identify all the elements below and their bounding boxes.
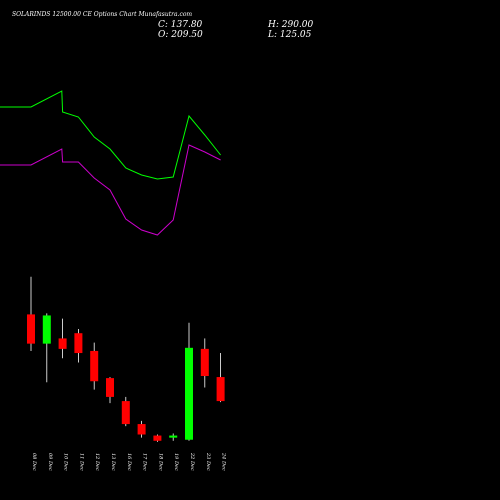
high-label: H: 290.00 — [267, 20, 314, 30]
lower-band-line — [0, 144, 221, 236]
x-tick-label: 19 Dec — [173, 453, 179, 471]
x-tick-label: 16 Dec — [126, 453, 132, 471]
x-tick-label: 18 Dec — [157, 453, 163, 471]
upper-band-line — [0, 90, 221, 180]
candle-body — [137, 424, 146, 435]
candle-body — [185, 347, 193, 440]
candle-body — [74, 333, 83, 354]
candle-body — [42, 315, 51, 344]
candles — [27, 276, 225, 442]
x-tick-label: 10 Dec — [63, 453, 69, 471]
candle-body — [90, 350, 99, 382]
candle-body — [121, 401, 130, 425]
x-tick-label: 13 Dec — [110, 453, 116, 471]
close-label: C: 137.80 — [158, 20, 203, 30]
x-tick-label: 12 Dec — [94, 453, 100, 471]
x-tick-label: 23 Dec — [205, 452, 211, 471]
x-tick-label: 22 Dec — [189, 452, 195, 471]
open-label: O: 209.50 — [158, 30, 203, 40]
candle-body — [216, 377, 225, 402]
candle-body — [153, 435, 162, 441]
x-tick-label: 09 Dec — [47, 453, 53, 471]
candle-body — [27, 314, 35, 344]
x-tick-label: 11 Dec — [78, 453, 84, 471]
chart-title: SOLARINDS 12500.00 CE Options Chart Muna… — [12, 11, 192, 18]
candle-body — [169, 435, 178, 438]
x-tick-label: 17 Dec — [142, 453, 148, 471]
x-axis-ticks: 08 Dec 09 Dec 10 Dec 11 Dec 12 Dec 13 Dec 16 D… — [31, 452, 227, 471]
low-label: L: 125.05 — [267, 30, 312, 40]
x-tick-label: 24 Dec — [221, 452, 227, 471]
candle-body — [58, 338, 67, 349]
candle-body — [106, 378, 114, 397]
band-lines — [0, 90, 221, 236]
x-tick-label: 08 Dec — [31, 453, 37, 471]
candle-body — [200, 348, 209, 377]
